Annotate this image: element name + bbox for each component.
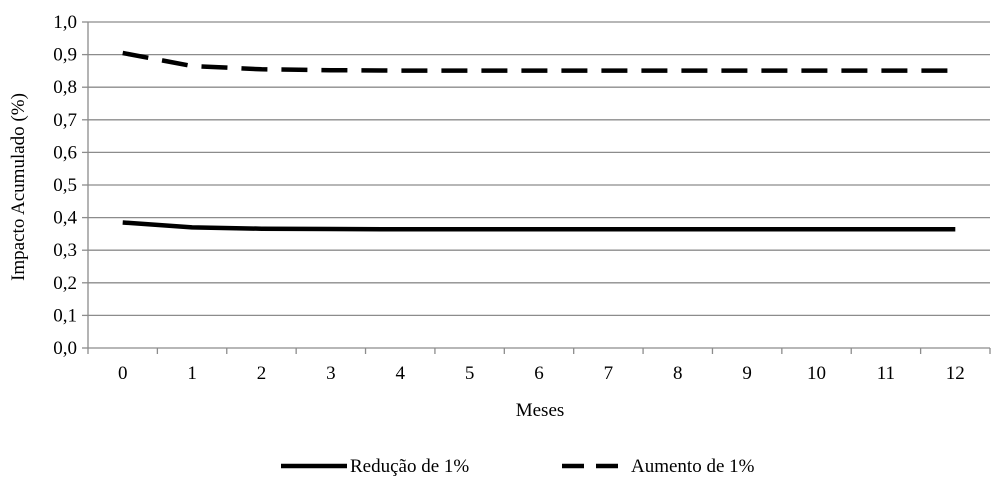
legend-label: Redução de 1% <box>350 456 469 477</box>
y-tick-label: 0,6 <box>53 142 77 163</box>
x-tick-label: 2 <box>257 363 267 384</box>
x-tick-label: 1 <box>187 363 197 384</box>
x-tick-label: 11 <box>877 363 895 384</box>
legend-label: Aumento de 1% <box>631 456 755 477</box>
x-tick-label: 12 <box>946 363 965 384</box>
y-axis-title: Impacto Acumulado (%) <box>8 93 29 281</box>
series-line-reducao <box>122 220 956 232</box>
y-tick-label: 0,2 <box>53 273 77 294</box>
x-axis-ticks: 0 1 2 3 4 5 6 7 8 9 10 11 12 <box>87 348 991 384</box>
gridlines <box>88 21 990 317</box>
y-tick-label: 0,1 <box>53 305 77 326</box>
x-tick-label: 3 <box>326 363 336 384</box>
x-tick-label: 7 <box>604 363 614 384</box>
x-tick-label: 9 <box>742 363 752 384</box>
y-tick-label: 0,4 <box>53 208 77 229</box>
y-tick-label: 0,0 <box>53 338 77 359</box>
x-tick-label: 4 <box>395 363 405 384</box>
y-tick-label: 0,3 <box>53 240 77 261</box>
x-tick-label: 6 <box>534 363 544 384</box>
y-tick-label: 1,0 <box>53 12 77 33</box>
y-tick-label: 0,5 <box>53 175 77 196</box>
y-tick-label: 0,8 <box>53 77 77 98</box>
y-axis-ticks: 0,0 0,1 0,2 0,3 0,4 0,5 0,6 0,7 0,8 0,9 1,0 <box>53 12 88 359</box>
x-axis-title: Meses <box>516 400 565 421</box>
y-tick-label: 0,9 <box>53 45 77 66</box>
x-tick-label: 10 <box>807 363 826 384</box>
series-line-aumento <box>122 50 956 73</box>
series-lines <box>122 50 956 232</box>
x-tick-label: 0 <box>118 363 128 384</box>
x-tick-label: 8 <box>673 363 683 384</box>
y-tick-label: 0,7 <box>53 110 77 131</box>
x-tick-label: 5 <box>465 363 475 384</box>
legend: Redução de 1% Aumento de 1% <box>281 456 755 477</box>
